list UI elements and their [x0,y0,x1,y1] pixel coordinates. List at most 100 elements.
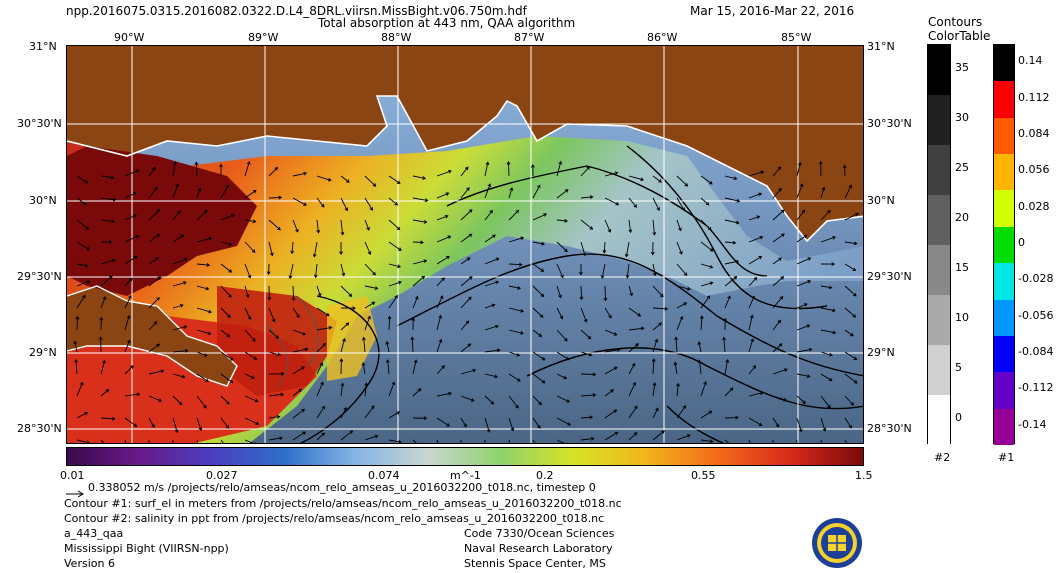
current-vector-arrow [508,329,524,335]
current-vector-arrow [556,263,564,279]
current-vector-arrow [268,307,276,323]
current-vector-arrow [748,439,751,443]
current-vector-arrow [172,281,187,287]
current-vector-arrow [220,351,234,361]
current-vector-arrow [772,296,784,309]
contours-legend-label: 25 [955,161,969,174]
current-vector-arrow [748,235,764,243]
current-vector-arrow [700,197,710,206]
current-vector-arrow [124,314,131,331]
current-vector-arrow [724,415,739,420]
vector-scale-text: 0.338052 m/s /projects/relo/amseas/ncom_… [88,481,596,494]
colortable1-id: #1 [998,451,1015,464]
current-vector-arrow [772,276,785,287]
colortable1-label: 0.028 [1018,199,1050,213]
current-vector-arrow [388,411,401,419]
current-vector-arrow [652,219,657,236]
lat-label-right-28-30n: 28°30'N [867,422,912,435]
current-vector-arrow [148,439,150,443]
current-vector-arrow [220,263,233,273]
current-vector-arrow [220,373,234,384]
current-vector-arrow [100,359,106,375]
current-vector-arrow [604,171,619,177]
current-vector-arrow [628,362,636,375]
colorbar-tick-0: 0.01 [60,469,85,482]
region-name: Mississippi Bight (VIIRSN-npp) [64,542,229,555]
lat-label-right-31n: 31°N [867,40,895,53]
current-vector-arrow [604,409,618,419]
current-vector-arrow [339,241,343,256]
current-vector-arrow [340,285,353,297]
current-vector-arrow [364,382,369,397]
current-vector-arrow [844,241,858,246]
colortable1-swatch [994,81,1014,118]
current-vector-arrow [412,359,418,375]
contours-legend-label: 15 [955,261,969,274]
current-vector-arrow [604,329,618,336]
lat-label-right-30-30n: 30°30'N [867,117,912,130]
current-vector-arrow [76,280,91,287]
current-vector-arrow [244,285,250,299]
lat-label-left-31n: 31°N [29,40,57,53]
current-vector-arrow [436,314,443,331]
current-vector-arrow [628,197,638,208]
contours-legend-label: 20 [955,211,969,224]
satellite-map[interactable] [66,45,864,444]
current-vector-arrow [99,316,104,331]
current-vector-arrow [388,280,402,287]
current-vector-arrow [844,417,852,429]
current-vector-arrow [172,417,179,434]
current-vector-arrow [484,348,501,353]
colortable1-swatch [994,408,1014,445]
current-vector-arrow [700,439,714,443]
current-vector-arrow [340,382,345,397]
current-vector-arrow [410,336,415,353]
current-vector-arrow [388,175,401,184]
current-vector-arrow [604,348,621,353]
current-vector-arrow [842,164,847,177]
org-line-2: Naval Research Laboratory [464,542,613,555]
current-vector-arrow [75,315,80,331]
current-vector-arrow [316,197,325,208]
current-vector-arrow [460,417,467,428]
lat-label-left-29-30n: 29°30'N [17,270,62,283]
current-vector-arrow [556,241,568,253]
current-vector-arrow [580,241,587,257]
contours-legend-label: 10 [955,311,969,324]
current-vector-arrow [267,285,272,301]
current-vector-arrow [676,405,687,419]
current-vector-arrow [532,184,541,199]
current-vector-arrow [460,187,470,199]
current-vector-arrow [796,303,808,309]
current-vector-arrow [436,214,449,221]
current-vector-arrow [676,197,685,212]
current-vector-arrow [820,351,833,357]
current-vector-arrow [148,186,158,199]
current-vector-arrow [196,395,207,409]
current-vector-arrow [436,255,450,265]
current-vector-arrow [484,161,490,177]
current-vector-arrow [220,184,229,199]
current-vector-arrow [579,285,584,301]
current-vector-arrow [316,325,333,331]
current-vector-arrow [580,372,597,377]
current-vector-arrow [364,263,376,276]
current-vector-arrow [652,338,659,353]
current-vector-arrow [532,213,548,221]
current-vector-arrow [532,241,546,246]
contours-legend-swatch [928,45,950,95]
current-vector-arrow [220,439,224,443]
current-vector-arrow [124,417,138,427]
contours-legend-title: Contours [928,15,983,29]
mississippi-delta-land [67,286,237,386]
lat-label-left-30n: 30°N [29,194,57,207]
current-vector-arrow [600,263,606,279]
current-vector-arrow [772,319,782,331]
current-vector-arrow [268,219,281,231]
current-vector-arrow [268,351,282,357]
absorption-colorbar [66,447,864,466]
current-vector-arrow [460,296,472,309]
org-line-1: Code 7330/Ocean Sciences [464,527,615,540]
current-vector-arrow [748,192,763,199]
current-vector-arrow [244,373,256,379]
